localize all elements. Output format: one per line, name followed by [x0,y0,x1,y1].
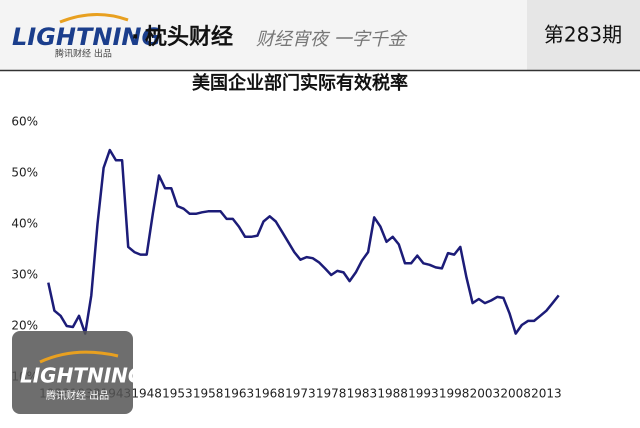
logo-swoosh [59,12,129,24]
x-tick-label: 1988 [377,387,408,401]
issue: 第283期 [544,23,622,47]
producer: 腾讯财经 出品 [55,48,112,60]
chart-title: 美国企业部门实际有效税率 [192,72,408,94]
data-line [47,148,560,335]
separator: · [131,25,139,50]
watermark-logo: LIGHTNING [20,364,144,388]
x-tick-label: 1998 [439,387,470,401]
x-tick-label: 1993 [408,387,439,401]
x-tick-label: 1948 [131,387,162,401]
x-tick-label: 2008 [500,387,531,401]
y-tick-label: 20% [11,319,38,333]
watermark-swoosh [39,350,119,364]
y-tick-label: 60% [11,115,38,129]
x-tick-label: 1953 [162,387,193,401]
x-tick-label: 1983 [347,387,378,401]
x-tick-label: 2003 [470,387,501,401]
logo: LIGHTNING [12,23,161,51]
y-tick-label: 30% [11,268,38,282]
x-tick-label: 1968 [254,387,285,401]
watermark-producer: 腾讯财经 出品 [46,389,109,402]
slogan: 财经宵夜 一字千金 [256,29,408,50]
x-tick-label: 1973 [285,387,316,401]
x-tick-label: 1963 [224,387,255,401]
x-tick-label: 2013 [531,387,562,401]
y-tick-label: 40% [11,217,38,231]
brand: 枕头财经 [145,24,233,50]
x-tick-label: 1978 [316,387,347,401]
watermark: LIGHTNING 腾讯财经 出品 [12,331,144,414]
x-tick-label: 1958 [193,387,224,401]
issue-box [527,0,640,70]
y-tick-label: 50% [11,166,38,180]
